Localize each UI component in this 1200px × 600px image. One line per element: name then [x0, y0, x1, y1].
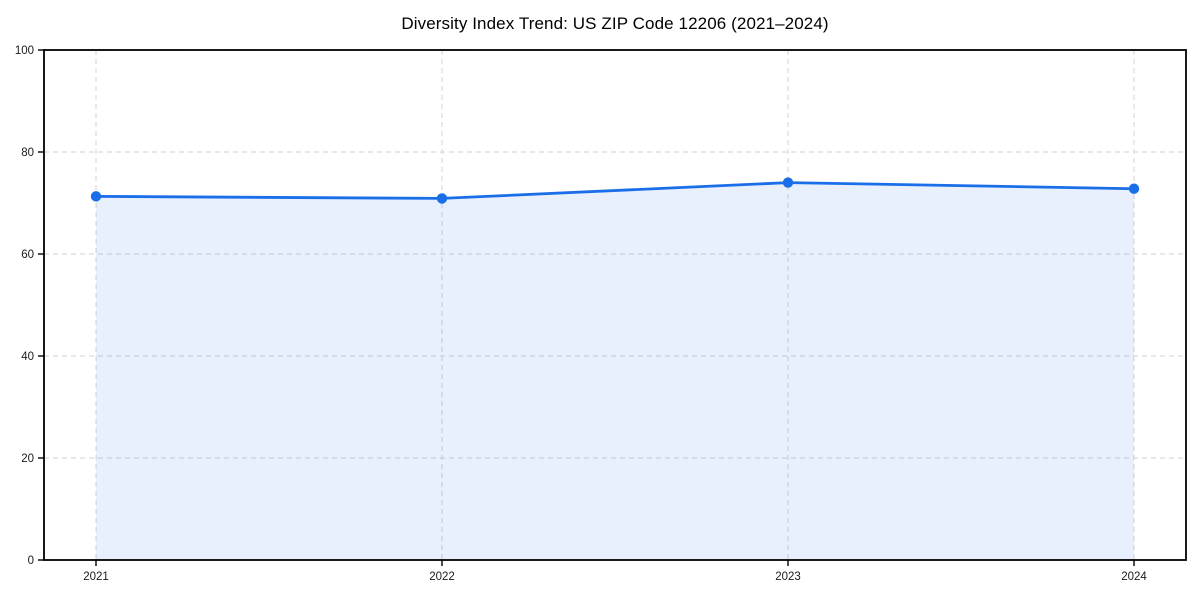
x-tick-label: 2022: [429, 571, 455, 583]
data-point-marker: [90, 191, 102, 202]
chart-title: Diversity Index Trend: US ZIP Code 12206…: [401, 14, 829, 33]
plot-border: [43, 49, 1187, 561]
data-point-marker: [782, 177, 794, 188]
y-tick-label: 0: [28, 555, 34, 567]
y-tick-label: 40: [21, 351, 34, 363]
y-tick-label: 60: [21, 249, 34, 261]
data-point-marker: [436, 193, 448, 204]
x-tick-label: 2021: [83, 571, 109, 583]
trend-line: [94, 181, 1136, 200]
y-tick-label: 80: [21, 147, 34, 159]
x-tick-label: 2024: [1121, 571, 1147, 583]
data-point-marker: [1128, 183, 1140, 194]
x-tick-label: 2023: [775, 571, 801, 583]
y-tick-label: 100: [15, 45, 34, 57]
area-fill: [96, 182, 1134, 560]
y-tick-label: 20: [21, 453, 34, 465]
